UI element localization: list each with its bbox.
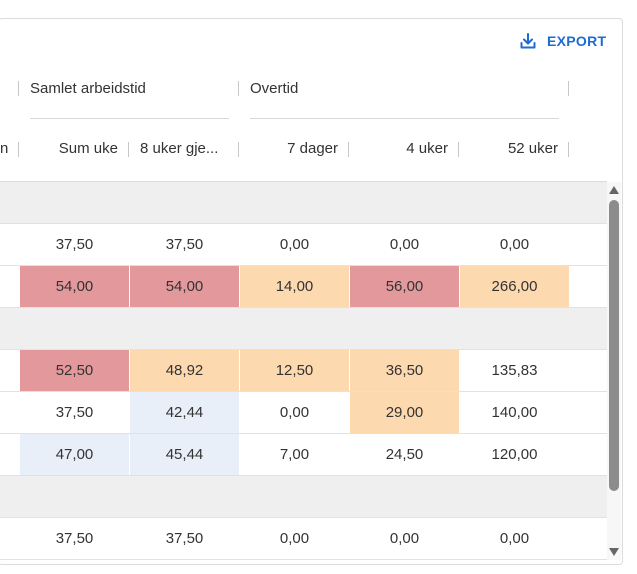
- column-header-4-uker[interactable]: 4 uker: [406, 140, 448, 157]
- table-row[interactable]: 54,00 54,00 14,00 56,00 266,00: [0, 266, 607, 308]
- column-separator: [568, 81, 569, 96]
- header-divider: [0, 181, 607, 182]
- table-row[interactable]: 37,50 42,44 0,00 29,00 140,00: [0, 392, 607, 434]
- table-cell: 45,44: [130, 434, 239, 475]
- table-cell: 37,50: [55, 404, 94, 421]
- group-row[interactable]: [0, 182, 607, 224]
- export-label: EXPORT: [547, 33, 607, 49]
- column-header-sum-uke[interactable]: Sum uke: [58, 140, 118, 157]
- table-cell: 54,00: [20, 266, 129, 307]
- table-cell: 42,44: [130, 392, 239, 433]
- table-cell: 0,00: [279, 236, 310, 253]
- column-separator: [568, 142, 569, 157]
- table-cell: 0,00: [389, 236, 420, 253]
- scroll-up-arrow-icon[interactable]: [609, 186, 619, 194]
- table-cell: 0,00: [279, 530, 310, 547]
- column-header-52-uker[interactable]: 52 uker: [507, 140, 558, 157]
- table-cell: 56,00: [350, 266, 459, 307]
- group-header-overtid: Overtid: [250, 80, 299, 97]
- table-cell: 135,83: [491, 362, 538, 379]
- group-row[interactable]: [0, 476, 607, 518]
- table-row[interactable]: 37,50 37,50 0,00 0,00 0,00: [0, 518, 607, 560]
- table-cell: 37,50: [55, 236, 94, 253]
- group-row[interactable]: [0, 308, 607, 350]
- table-cell: 36,50: [350, 350, 459, 391]
- column-separator: [348, 142, 349, 157]
- column-separator: [18, 81, 19, 96]
- table-cell: 0,00: [279, 404, 310, 421]
- table-cell: 37,50: [165, 236, 204, 253]
- table-cell: 120,00: [491, 446, 538, 463]
- table-cell: 12,50: [240, 350, 349, 391]
- table-cell: 37,50: [55, 530, 94, 547]
- group-underline: [30, 118, 229, 119]
- scroll-down-arrow-icon[interactable]: [609, 548, 619, 556]
- export-button[interactable]: EXPORT: [519, 31, 606, 51]
- column-separator: [128, 142, 129, 157]
- table-cell: 24,50: [385, 446, 424, 463]
- table-cell: 52,50: [20, 350, 129, 391]
- table-cell: 140,00: [491, 404, 538, 421]
- table-row[interactable]: 47,00 45,44 7,00 24,50 120,00: [0, 434, 607, 476]
- column-separator: [458, 142, 459, 157]
- table-row[interactable]: 37,50 37,50 0,00 0,00 0,00: [0, 224, 607, 266]
- group-underline: [250, 118, 559, 119]
- column-header-8-uker[interactable]: 8 uker gje...: [140, 140, 219, 157]
- column-separator: [238, 142, 239, 157]
- column-separator: [238, 81, 239, 96]
- table-cell: 54,00: [130, 266, 239, 307]
- scrollbar-thumb[interactable]: [609, 200, 619, 491]
- table-cell: 37,50: [165, 530, 204, 547]
- table-cell: 47,00: [20, 434, 129, 475]
- table-cell: 14,00: [240, 266, 349, 307]
- table-row[interactable]: 52,50 48,92 12,50 36,50 135,83: [0, 350, 607, 392]
- column-header-partial[interactable]: n: [0, 140, 8, 157]
- column-separator: [18, 142, 19, 157]
- table-cell: 266,00: [460, 266, 569, 307]
- table-cell: 29,00: [350, 392, 459, 433]
- table-cell: 0,00: [389, 530, 420, 547]
- table-cell: 7,00: [279, 446, 310, 463]
- table-cell: 0,00: [499, 530, 530, 547]
- table-cell: 0,00: [499, 236, 530, 253]
- group-header-samlet: Samlet arbeidstid: [30, 80, 146, 97]
- table-cell: 48,92: [130, 350, 239, 391]
- column-header-7-dager[interactable]: 7 dager: [287, 140, 338, 157]
- download-icon: [519, 32, 537, 50]
